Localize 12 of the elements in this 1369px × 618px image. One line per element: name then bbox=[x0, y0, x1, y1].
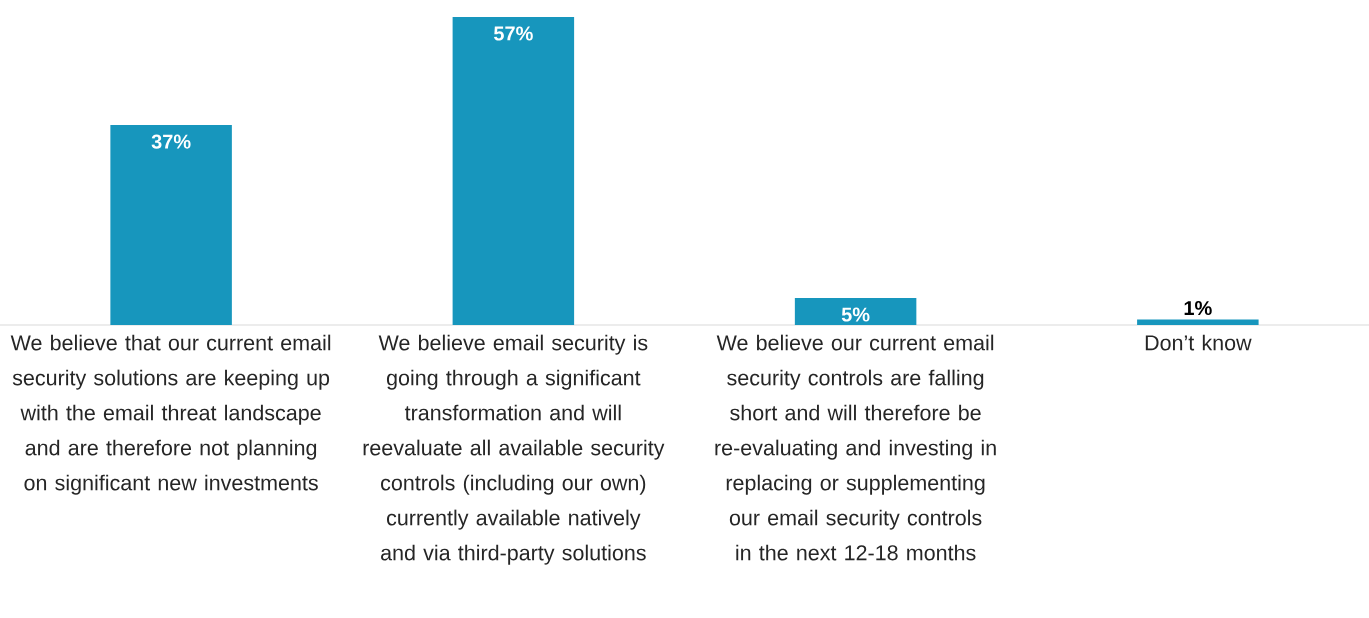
data-label: 37% bbox=[151, 134, 191, 149]
x-tick-label: We believe email security is going through a significant transformation and will reevaluate all available security controls (including our own) currently available natively and via third-party solutions bbox=[363, 334, 665, 565]
bar bbox=[110, 125, 232, 325]
bar bbox=[794, 297, 917, 325]
x-tick-label: We believe our current email security controls are falling short and will therefore be re-evaluating and investing in replacing or supplementing our email security controls in the next 12-18 months bbox=[715, 334, 996, 561]
data-label: 57% bbox=[493, 26, 533, 41]
x-tick-label: We believe that our current email security solutions are keeping up with the email threat landscape and are therefore not planning on significant new investments bbox=[10, 334, 331, 495]
bar bbox=[1137, 319, 1259, 325]
x-tick-label: Don’t know bbox=[1145, 334, 1252, 351]
data-label: 1% bbox=[1184, 301, 1212, 316]
bar bbox=[452, 16, 575, 325]
data-label: 5% bbox=[841, 307, 870, 322]
